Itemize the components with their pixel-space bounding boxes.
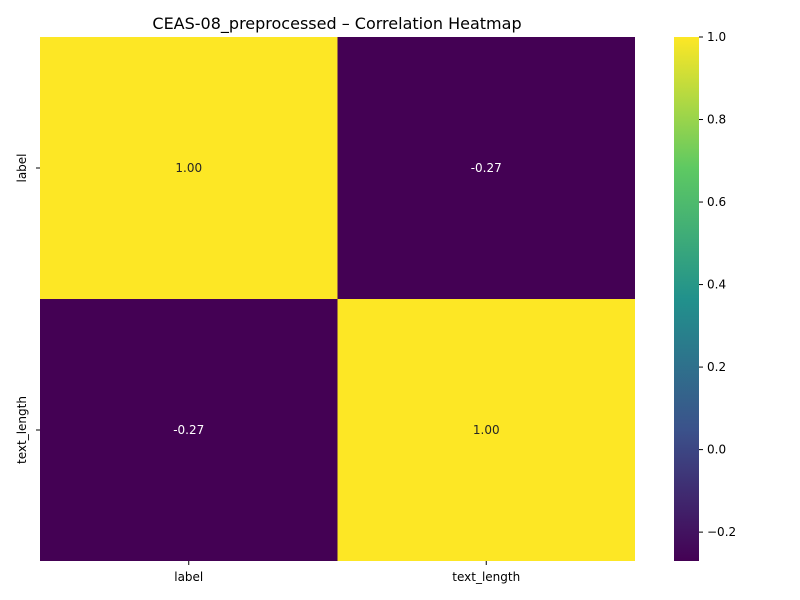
cell-value-label: 1.00 — [473, 423, 500, 437]
colorbar-tick-label: 0.8 — [707, 113, 726, 127]
colorbar: 1.0 0.8 0.6 0.4 0.2 0.0 −0.2 — [674, 30, 736, 561]
colorbar-tick-label: 1.0 — [707, 30, 726, 44]
cell-value-label: -0.27 — [471, 161, 502, 175]
heatmap-cell — [337, 299, 635, 561]
colorbar-gradient — [674, 37, 699, 561]
x-axis: label text_length — [174, 561, 520, 584]
cell-value-label: -0.27 — [173, 423, 204, 437]
heatmap-cell — [337, 37, 635, 299]
chart-title: CEAS-08_preprocessed – Correlation Heatm… — [152, 14, 521, 34]
heatmap-cell — [40, 299, 338, 561]
x-tick-label: text_length — [452, 570, 520, 584]
colorbar-tick-label: 0.0 — [707, 443, 726, 457]
y-tick-label: text_length — [15, 396, 29, 464]
y-tick-label: label — [15, 153, 29, 182]
cell-value-label: 1.00 — [175, 161, 202, 175]
y-axis: label text_length — [15, 153, 40, 464]
colorbar-tick-label: 0.6 — [707, 195, 726, 209]
x-tick-label: label — [174, 570, 203, 584]
heatmap-cells: 1.00 -0.27 -0.27 1.00 — [40, 37, 635, 561]
colorbar-tick-label: 0.2 — [707, 360, 726, 374]
colorbar-tick-label: 0.4 — [707, 278, 726, 292]
heatmap-cell — [40, 37, 338, 299]
colorbar-tick-label: −0.2 — [707, 525, 736, 539]
